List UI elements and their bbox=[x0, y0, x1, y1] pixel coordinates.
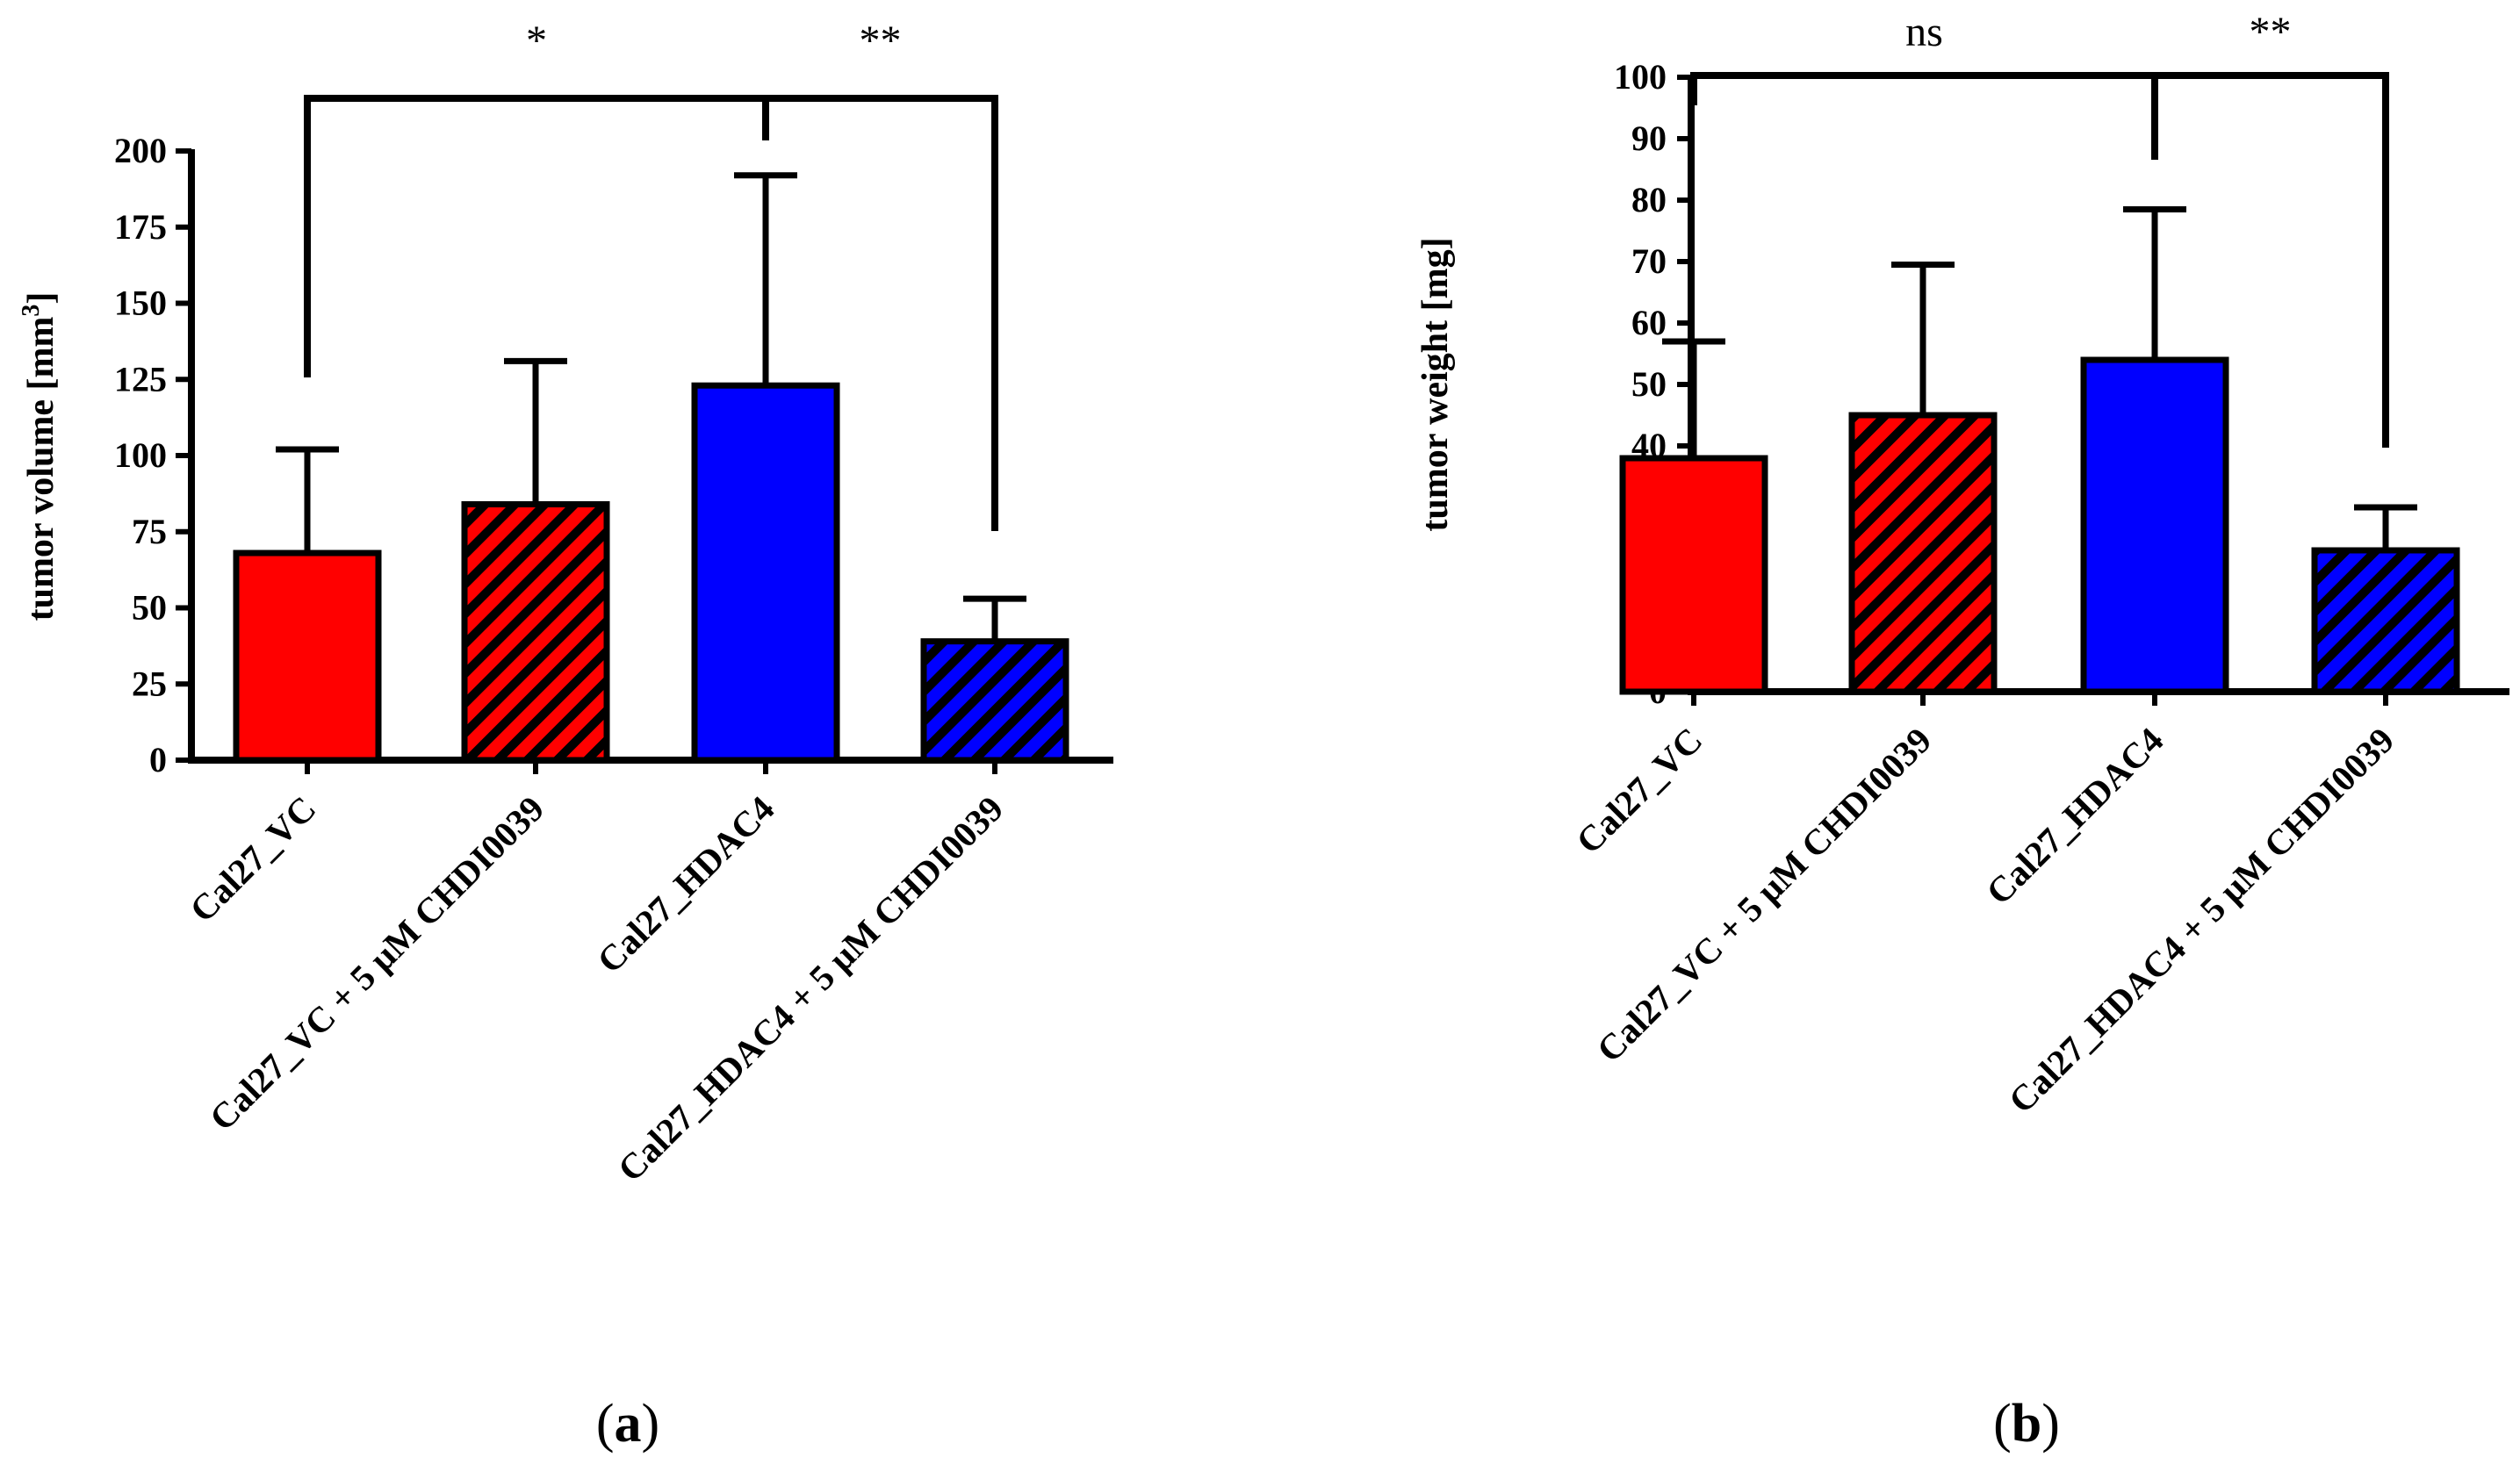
y-axis-title-superscript: 3 bbox=[18, 305, 45, 317]
y-axis-title: tumor volume [mm3] bbox=[18, 292, 61, 621]
x-tick-label: Cal27_HDAC4 + 5 μM CHDI0039 bbox=[2001, 720, 2402, 1121]
x-tick-label: Cal27_VC bbox=[1568, 720, 1710, 861]
panel-label-close: ) bbox=[642, 1394, 660, 1454]
y-tick-label: 150 bbox=[114, 284, 167, 323]
panel-label-letter: a bbox=[615, 1394, 642, 1454]
x-tick-label: Cal27_VC bbox=[182, 788, 323, 930]
y-tick-label: 25 bbox=[132, 664, 167, 703]
bar bbox=[233, 549, 382, 764]
bar bbox=[691, 382, 840, 764]
panel-label-letter: b bbox=[2012, 1394, 2041, 1454]
y-tick-label: 90 bbox=[1631, 118, 1667, 158]
panel-label-open: ( bbox=[1993, 1394, 2012, 1454]
x-tick-label: Cal27_HDAC4 bbox=[589, 788, 781, 980]
y-axis-title: tumor weight [mg] bbox=[1415, 237, 1456, 531]
bar bbox=[2311, 547, 2460, 695]
chart-panel-a: 0 25 50 75 100 125 150 175 200 tumor volume [mm3]… bbox=[18, 18, 1113, 1454]
y-axis-title-text: tumor weight [mg] bbox=[1415, 237, 1456, 531]
bar bbox=[920, 638, 1069, 764]
y-axis-title-close: ] bbox=[21, 292, 61, 305]
chart-panel-b: 0102030405060708090100tumor weight [mg]C… bbox=[1415, 9, 2509, 1454]
panel-label: (b) bbox=[1993, 1394, 2060, 1454]
panel-label-open: ( bbox=[596, 1394, 615, 1454]
y-tick-label: 70 bbox=[1631, 241, 1667, 281]
y-tick-label: 125 bbox=[114, 359, 167, 399]
y-tick-label: 100 bbox=[1614, 57, 1667, 97]
x-tick-label: Cal27_HDAC4 + 5 μM CHDI0039 bbox=[610, 788, 1012, 1189]
y-tick-label: 60 bbox=[1631, 303, 1667, 342]
bar bbox=[2080, 356, 2229, 695]
significance-label: * bbox=[526, 18, 547, 64]
panel-label-close: ) bbox=[2041, 1394, 2060, 1454]
y-tick-label: 0 bbox=[149, 740, 167, 779]
y-tick-label: 200 bbox=[114, 131, 167, 170]
y-tick-label: 50 bbox=[1631, 364, 1667, 404]
y-tick-label: 80 bbox=[1631, 180, 1667, 219]
significance-label: ns bbox=[1905, 9, 1943, 55]
bar bbox=[1848, 412, 1998, 695]
y-tick-label: 50 bbox=[132, 588, 167, 628]
x-tick-label: Cal27_HDAC4 bbox=[1978, 720, 2171, 912]
y-tick-label: 100 bbox=[114, 435, 167, 475]
bar bbox=[461, 501, 610, 764]
significance-label: ** bbox=[2250, 9, 2292, 55]
y-tick-label: 75 bbox=[132, 512, 167, 551]
bar bbox=[1619, 455, 1768, 695]
panel-label: (a) bbox=[596, 1394, 659, 1454]
y-axis-title-text: tumor volume [mm bbox=[21, 317, 61, 621]
y-tick-label: 175 bbox=[114, 207, 167, 247]
significance-label: ** bbox=[860, 18, 902, 64]
